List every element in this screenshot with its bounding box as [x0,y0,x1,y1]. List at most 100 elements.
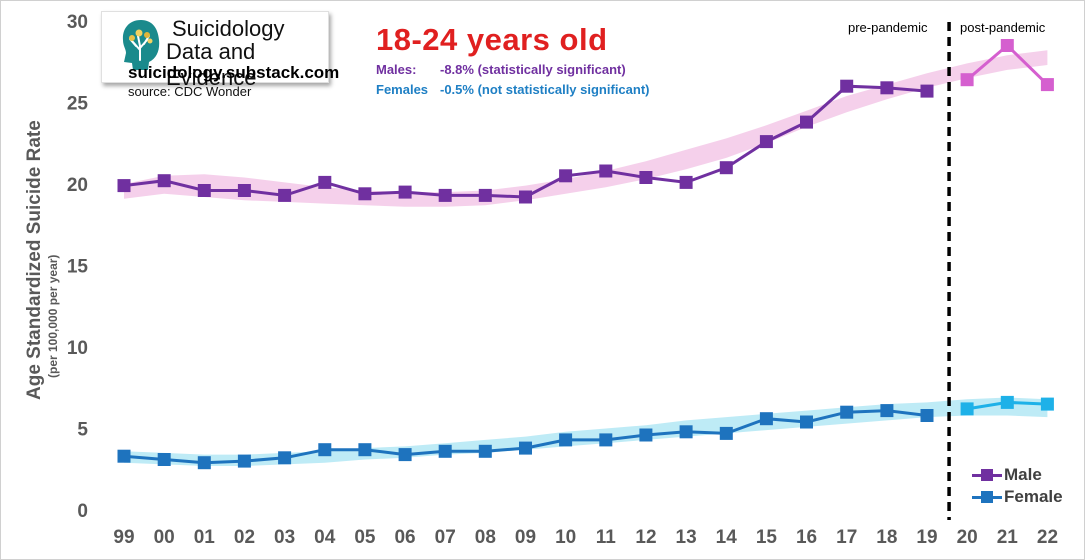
x-tick-label: 02 [234,527,255,548]
female-data-point [639,428,653,442]
female-data-point [478,444,492,458]
females-annotation-label: Females [376,82,429,97]
x-tick-label: 05 [354,527,376,548]
male-data-point [559,169,573,183]
legend-item-male: Male [972,464,1063,486]
legend-label-male: Male [1004,465,1042,484]
female-data-point [1040,397,1054,411]
x-tick-label: 99 [113,527,134,548]
males-annotation-label: Males: [376,62,417,77]
female-data-point [920,409,934,422]
female-trend-band [124,397,1048,466]
male-data-point [519,190,532,204]
x-tick-label: 18 [876,527,897,548]
male-data-point [639,171,653,184]
male-data-point [719,161,733,175]
male-data-point [478,188,492,202]
female-data-point [800,415,813,429]
male-data-point [880,81,894,95]
x-tick-label: 08 [475,527,496,548]
female-data-point [559,433,573,447]
x-tick-label: 01 [194,527,216,548]
female-data-point [278,451,292,465]
female-data-point [157,453,171,466]
y-tick-label: 10 [67,338,88,359]
x-tick-label: 11 [596,527,617,548]
female-data-point [880,404,894,418]
female-data-point [519,441,532,455]
male-data-point [840,79,854,93]
x-tick-label: 16 [796,527,817,548]
male-data-point [398,185,412,199]
x-tick-label: 04 [314,527,336,548]
male-data-point [438,188,452,202]
male-data-point [1000,39,1014,52]
x-tick-label: 07 [435,527,456,548]
male-data-point [759,135,773,149]
female-data-point [318,443,332,457]
female-data-point [1000,395,1014,409]
male-data-point [679,175,693,189]
male-data-point [599,164,613,178]
female-data-point [438,444,452,458]
logo-title-line1: Suicidology [172,16,285,41]
female-data-point [237,454,251,468]
female-data-point [599,433,613,447]
legend-label-female: Female [1004,487,1063,506]
male-data-point [920,84,934,98]
female-data-point [117,449,131,463]
x-tick-label: 20 [957,527,978,548]
female-data-point [197,456,211,470]
x-tick-label: 13 [676,527,697,548]
x-tick-label: 17 [836,527,857,548]
y-tick-label: 25 [67,94,89,115]
female-data-point [960,402,974,416]
legend-swatch-female [972,489,1002,505]
x-tick-label: 09 [515,527,536,548]
male-data-point [197,184,211,197]
x-tick-label: 22 [1037,527,1058,548]
legend: Male Female [972,464,1063,508]
female-data-point [759,412,773,426]
x-tick-label: 14 [716,527,738,548]
male-data-point [1040,78,1054,92]
y-tick-label: 15 [67,257,89,278]
males-annotation-value: -8.8% (statistically significant) [440,62,626,77]
pre-pandemic-label: pre-pandemic [848,20,928,35]
male-data-point [237,184,251,197]
chart-title: 18-24 years old [376,22,608,57]
male-data-point [318,175,332,189]
y-tick-label: 0 [77,501,88,522]
y-tick-label: 5 [77,420,88,441]
x-tick-label: 03 [274,527,295,548]
logo-title-line2: Data and Evidence [166,39,257,90]
female-data-point [719,426,733,440]
female-data-point [840,405,854,419]
male-data-point [278,188,292,202]
female-data-point [679,425,693,439]
logo-url: suicidology.substack.com [128,63,340,82]
x-tick-label: 19 [916,527,937,548]
logo-box: Suicidology Data and Evidence suicidolog… [101,11,339,90]
y-tick-label: 20 [67,175,88,196]
x-tick-label: 10 [555,527,576,548]
male-data-point [800,115,813,129]
x-tick-label: 21 [997,527,1019,548]
y-tick-label: 30 [67,12,88,33]
male-data-point [960,73,974,87]
male-data-point [117,179,131,193]
y-axis-sublabel: (per 100,000 per year) [46,254,60,378]
x-tick-label: 12 [635,527,656,548]
post-pandemic-label: post-pandemic [960,20,1046,35]
female-data-point [398,448,412,462]
x-tick-label: 06 [394,527,415,548]
y-axis-label: Age Standardized Suicide Rate [24,120,45,400]
source-note: source: CDC Wonder [128,84,252,99]
female-data-point [358,443,372,457]
legend-swatch-male [972,467,1002,483]
legend-item-female: Female [972,486,1063,508]
females-annotation-value: -0.5% (not statistically significant) [440,82,650,97]
male-data-point [157,174,171,188]
male-data-point [358,187,372,201]
